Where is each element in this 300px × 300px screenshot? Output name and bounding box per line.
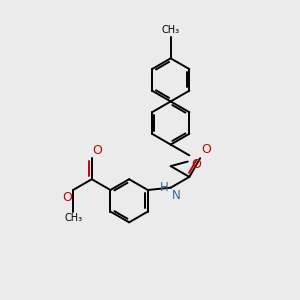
Text: CH₃: CH₃ [64,213,82,223]
Text: H: H [160,181,168,194]
Text: O: O [92,144,102,157]
Text: O: O [191,158,201,171]
Text: O: O [202,143,212,156]
Text: CH₃: CH₃ [162,25,180,35]
Text: N: N [172,189,180,202]
Text: O: O [62,191,72,204]
